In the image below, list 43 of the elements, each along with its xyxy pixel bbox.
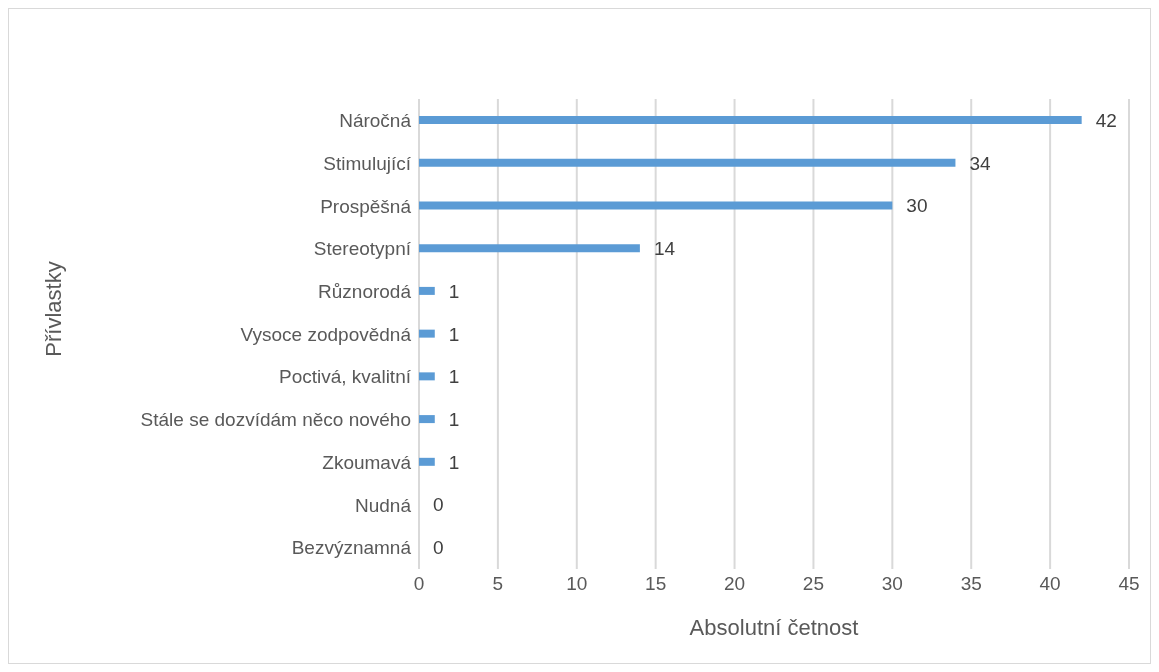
y-axis-title: Přívlastky [41,261,67,357]
x-axis-title: Absolutní četnost [688,615,860,641]
data-label: 0 [433,494,444,516]
x-tick-label: 25 [802,573,825,595]
y-tick-label: Vysoce zodpovědná [240,323,412,345]
y-tick-label: Prospěšná [320,195,412,217]
bar [419,457,435,466]
bar [419,415,435,424]
x-tick-label: 10 [566,573,588,595]
y-tick-label: Zkoumavá [322,451,412,473]
y-tick-label: Nudná [355,494,412,516]
x-tick-label: 0 [413,573,425,595]
bar [419,329,435,338]
x-tick-label: 20 [723,573,746,595]
x-tick-label: 45 [1118,573,1140,595]
y-tick-label: Různorodá [318,281,412,303]
x-tick-label: 40 [1039,573,1061,595]
data-label: 1 [448,323,460,345]
y-tick-label: Stimulující [323,152,412,174]
data-label: 14 [653,238,676,260]
data-label: 1 [448,451,460,473]
data-label: 1 [448,366,460,388]
y-tick-label: Náročná [339,110,412,132]
y-tick-label: Stereotypní [313,238,412,260]
x-tick-label: 5 [492,573,504,595]
data-label: 0 [433,537,444,559]
data-label: 42 [1095,109,1117,131]
bar [419,158,956,167]
x-tick-label: 15 [645,573,667,595]
x-tick-label: 30 [881,573,903,595]
data-label: 1 [448,408,460,430]
bar [419,116,1082,124]
data-label: 1 [448,280,460,302]
data-label: 30 [906,195,928,217]
bar [419,244,640,253]
y-tick-label: Bezvýznamná [291,537,412,559]
bar [419,286,435,295]
y-tick-label: Poctivá, kvalitní [279,366,412,388]
data-label: 34 [969,152,992,174]
y-tick-label: Stále se dozvídám něco nového [140,409,411,431]
x-tick-label: 35 [960,573,982,595]
bar [419,372,435,381]
bar [419,201,893,210]
